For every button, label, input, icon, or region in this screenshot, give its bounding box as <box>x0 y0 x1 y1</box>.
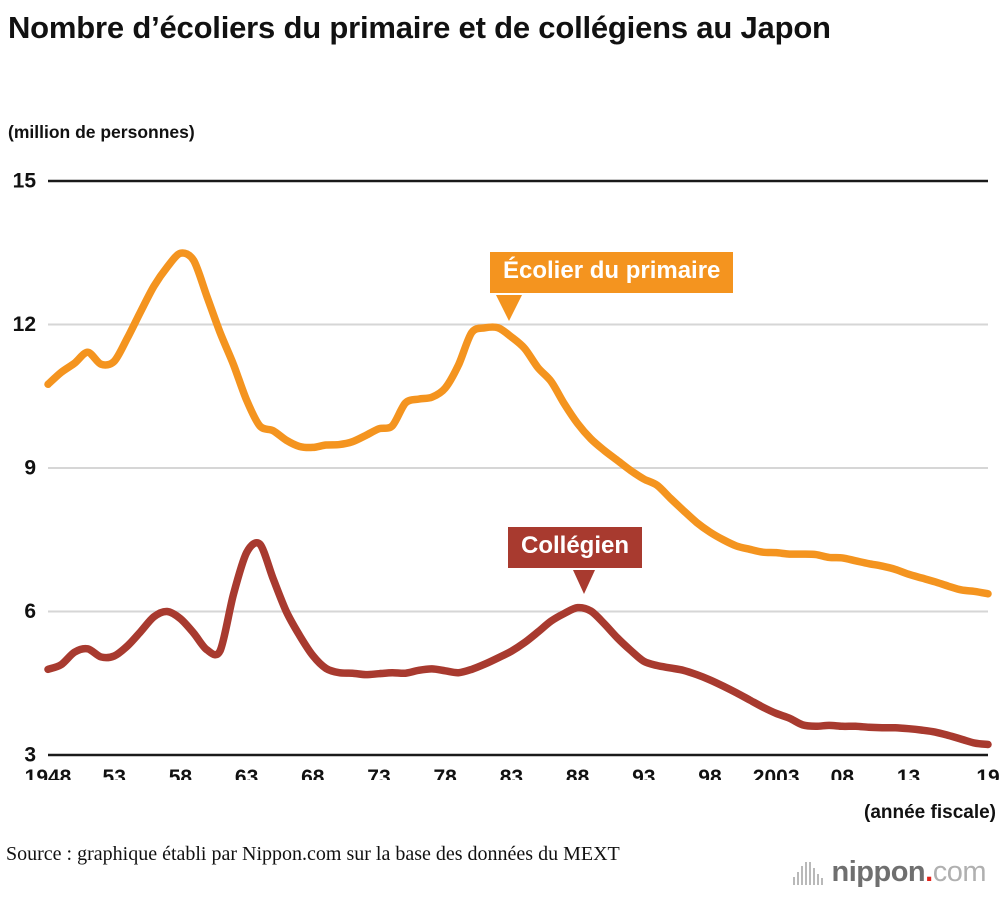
x-axis-tick-label: 53 <box>103 766 126 780</box>
series-lines-group <box>44 249 992 749</box>
x-axis-tick-label: 63 <box>235 766 258 780</box>
source-note: Source : graphique établi par Nippon.com… <box>6 843 620 865</box>
x-axis-tick-label: 93 <box>632 766 655 780</box>
y-axis-tick-label: 6 <box>24 600 36 623</box>
x-axis-tick-label: 88 <box>566 766 590 780</box>
y-axis-unit-label: (million de personnes) <box>8 122 195 142</box>
x-axis-tick-labels: 1948 53 58 63 68 73 78 83 88 93 98 2003 08 13 19 <box>25 766 1000 780</box>
x-axis-tick-label: 2003 <box>753 766 800 780</box>
y-axis-tick-label: 12 <box>13 313 36 336</box>
y-axis-tick-label: 15 <box>13 170 37 193</box>
logo-name: nippon <box>831 856 926 888</box>
x-axis-tick-label: 08 <box>831 766 855 780</box>
x-axis-tick-label: 73 <box>367 766 390 780</box>
y-axis-tick-labels: 3 6 9 12 15 <box>13 170 37 767</box>
x-axis-tick-label: 83 <box>500 766 523 780</box>
y-axis-tick-label: 3 <box>24 744 36 767</box>
series-line-ecolier-du-primaire <box>44 249 992 598</box>
x-axis-caption: (année fiscale) <box>864 802 996 823</box>
chart-plot-area: 3 6 9 12 15 1948 53 58 63 68 73 78 83 88 93 98 2003 08 13… <box>0 160 1000 780</box>
series-line-collegien <box>44 539 992 749</box>
logo-wordmark: nippon.com <box>832 858 987 887</box>
nippon-com-logo: nippon.com <box>792 858 987 887</box>
x-axis-tick-label: 58 <box>169 766 193 780</box>
line-chart-svg: 3 6 9 12 15 1948 53 58 63 68 73 78 83 88 93 98 2003 08 13… <box>13 170 1000 780</box>
legend-callout-collegien: Collégien <box>508 527 643 568</box>
x-axis-tick-label: 98 <box>698 766 722 780</box>
page-title: Nombre d’écoliers du primaire et de coll… <box>8 10 831 45</box>
logo-bars-icon <box>792 861 823 885</box>
x-axis-tick-label: 78 <box>434 766 458 780</box>
y-axis-tick-label: 9 <box>24 457 36 480</box>
x-axis-tick-label: 13 <box>897 766 920 780</box>
legend-callout-tail-primary <box>496 295 522 321</box>
x-axis-tick-label: 1948 <box>25 766 72 780</box>
gridlines-group <box>48 179 988 757</box>
logo-dot: . <box>925 856 933 888</box>
x-axis-tick-label: 19 <box>976 766 999 780</box>
logo-tld: com <box>932 856 987 888</box>
x-axis-tick-label: 68 <box>301 766 325 780</box>
legend-callout-ecolier-du-primaire: Écolier du primaire <box>490 252 734 293</box>
legend-callout-tail-secondary <box>573 570 595 594</box>
